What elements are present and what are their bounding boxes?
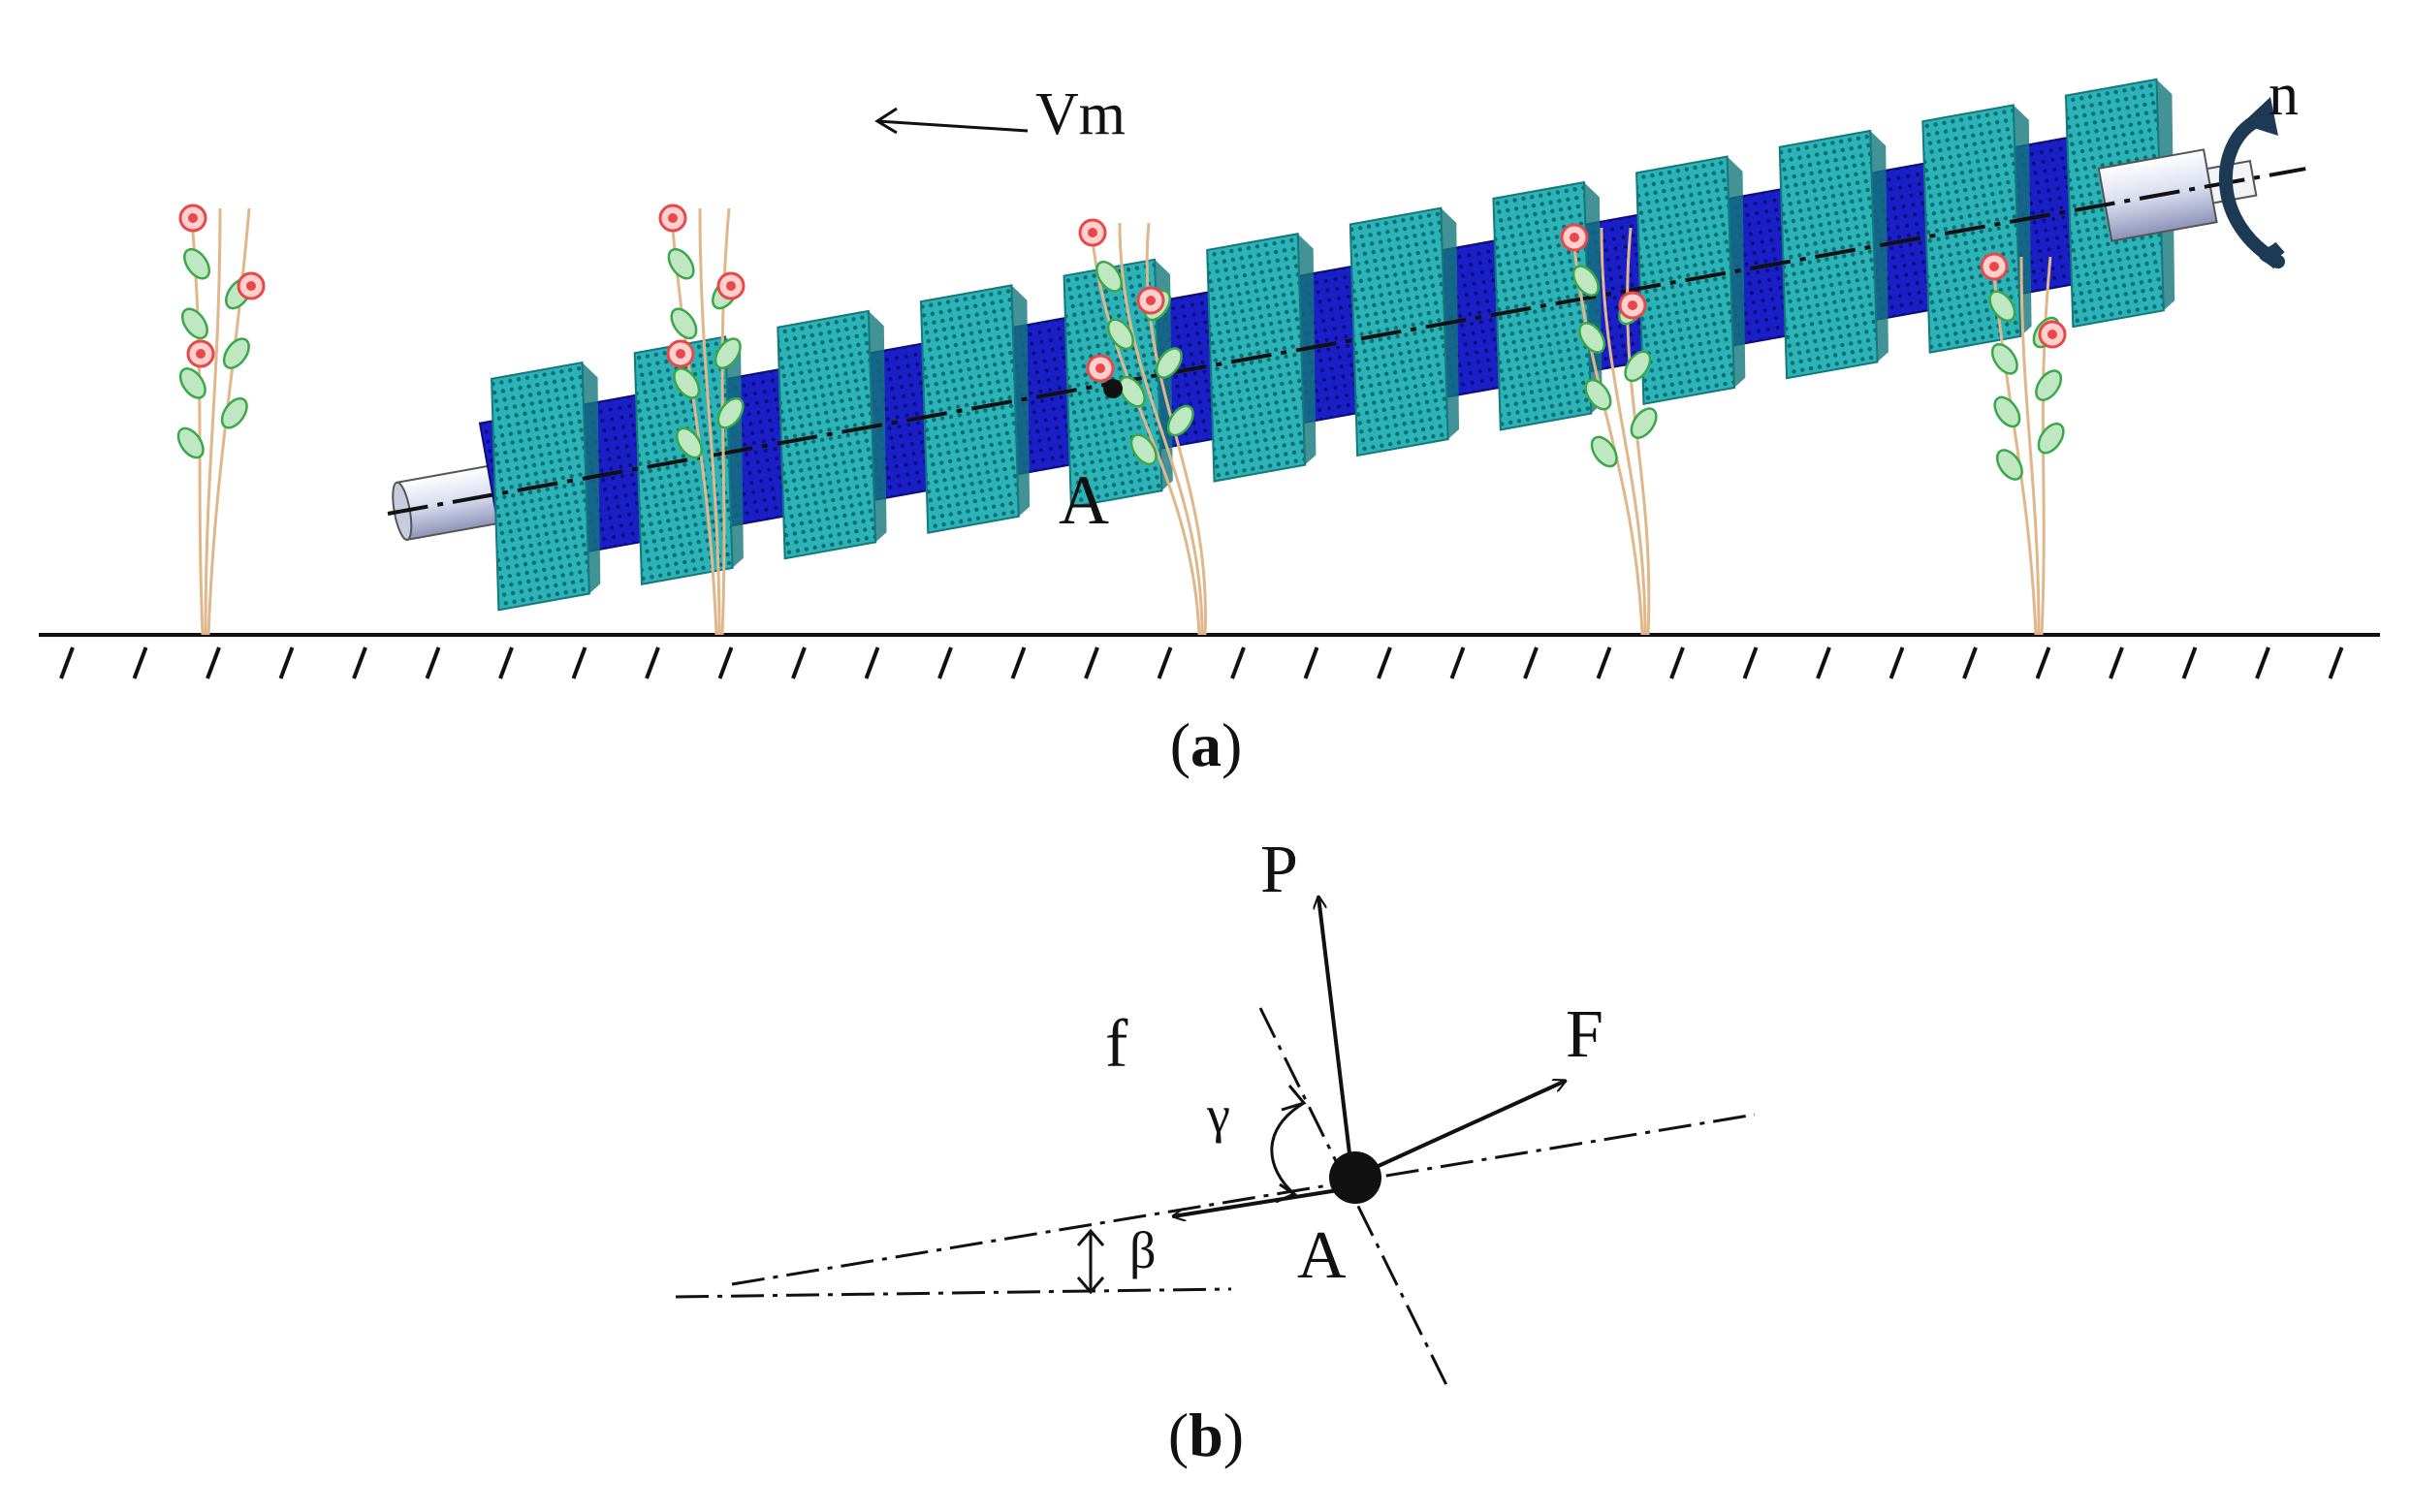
ground-hatch bbox=[1962, 646, 1978, 679]
ground-hatch bbox=[645, 646, 660, 679]
ground-hatch bbox=[1230, 646, 1246, 679]
normal-line bbox=[1258, 1007, 1451, 1392]
ground-hatch bbox=[1523, 646, 1539, 679]
point-a-marker bbox=[1103, 379, 1123, 398]
friction-label: f bbox=[1105, 1007, 1128, 1082]
ground bbox=[39, 633, 2380, 679]
cotton-plant bbox=[176, 204, 266, 636]
point-a-dot bbox=[1329, 1151, 1381, 1204]
point-a-label-b: A bbox=[1297, 1218, 1347, 1293]
caption-a: (a) bbox=[1170, 710, 1243, 779]
ground-hatch bbox=[717, 646, 734, 679]
ground-hatch bbox=[2328, 646, 2344, 679]
ground-hatch bbox=[2109, 646, 2124, 679]
ground-hatch bbox=[1157, 646, 1173, 679]
point-a-label: A bbox=[1059, 461, 1109, 539]
ground-hatch bbox=[206, 646, 221, 679]
force-p-arrow bbox=[1318, 897, 1354, 1179]
ground-hatch bbox=[2181, 646, 2198, 679]
ground-hatch bbox=[498, 646, 514, 679]
ground-hatch bbox=[425, 646, 441, 679]
ground-hatch bbox=[59, 646, 75, 679]
ground-hatch bbox=[1303, 646, 1319, 679]
ground-hatch bbox=[571, 646, 587, 679]
gamma-arc bbox=[1270, 1101, 1305, 1196]
cotton-plant bbox=[1980, 252, 2067, 636]
ground-hatch bbox=[937, 646, 953, 679]
gamma-label: γ bbox=[1206, 1086, 1230, 1144]
caption-b: (b) bbox=[1168, 1401, 1244, 1469]
ground-hatch bbox=[1084, 646, 1099, 679]
ground-hatch bbox=[1888, 646, 1905, 679]
ground-hatch bbox=[791, 646, 807, 679]
cotton-plant bbox=[1560, 223, 1658, 636]
roller-axis bbox=[387, 167, 2306, 516]
roller-axis-line bbox=[731, 1113, 1756, 1286]
force-p-label: P bbox=[1260, 833, 1298, 907]
panel-a: A Vm n (a) bbox=[39, 62, 2380, 779]
cotton-plant bbox=[1078, 218, 1207, 636]
ground-hatch bbox=[132, 646, 148, 679]
ground-hatch bbox=[1449, 646, 1466, 679]
velocity-label: Vm bbox=[1035, 81, 1126, 147]
panel-b: P F f γ β A (b) bbox=[675, 833, 1756, 1469]
ground-hatch bbox=[1377, 646, 1392, 679]
ground-hatch bbox=[1742, 646, 1759, 679]
rotation-arrow-icon bbox=[2218, 97, 2285, 269]
velocity-arrow bbox=[874, 107, 1029, 135]
ground-hatch bbox=[352, 646, 367, 679]
ground-hatch bbox=[278, 646, 295, 679]
force-f-label: F bbox=[1566, 997, 1603, 1072]
ground-hatch bbox=[864, 646, 880, 679]
brush-roller bbox=[387, 78, 2306, 612]
cotton-plant bbox=[658, 204, 746, 636]
horizontal-reference-line bbox=[675, 1287, 1232, 1299]
ground-hatch bbox=[1010, 646, 1027, 679]
force-f-arrow bbox=[1358, 1081, 1566, 1177]
ground-hatch bbox=[2035, 646, 2051, 679]
plant-group bbox=[176, 204, 2067, 636]
beta-label: β bbox=[1129, 1221, 1156, 1279]
rotation-label: n bbox=[2269, 62, 2299, 128]
helix-flight bbox=[919, 284, 1031, 534]
friction-arrow bbox=[1173, 1188, 1339, 1216]
ground-hatch bbox=[1596, 646, 1612, 679]
ground-hatch bbox=[1816, 646, 1831, 679]
ground-hatch bbox=[2255, 646, 2270, 679]
ground-hatch bbox=[1669, 646, 1685, 679]
